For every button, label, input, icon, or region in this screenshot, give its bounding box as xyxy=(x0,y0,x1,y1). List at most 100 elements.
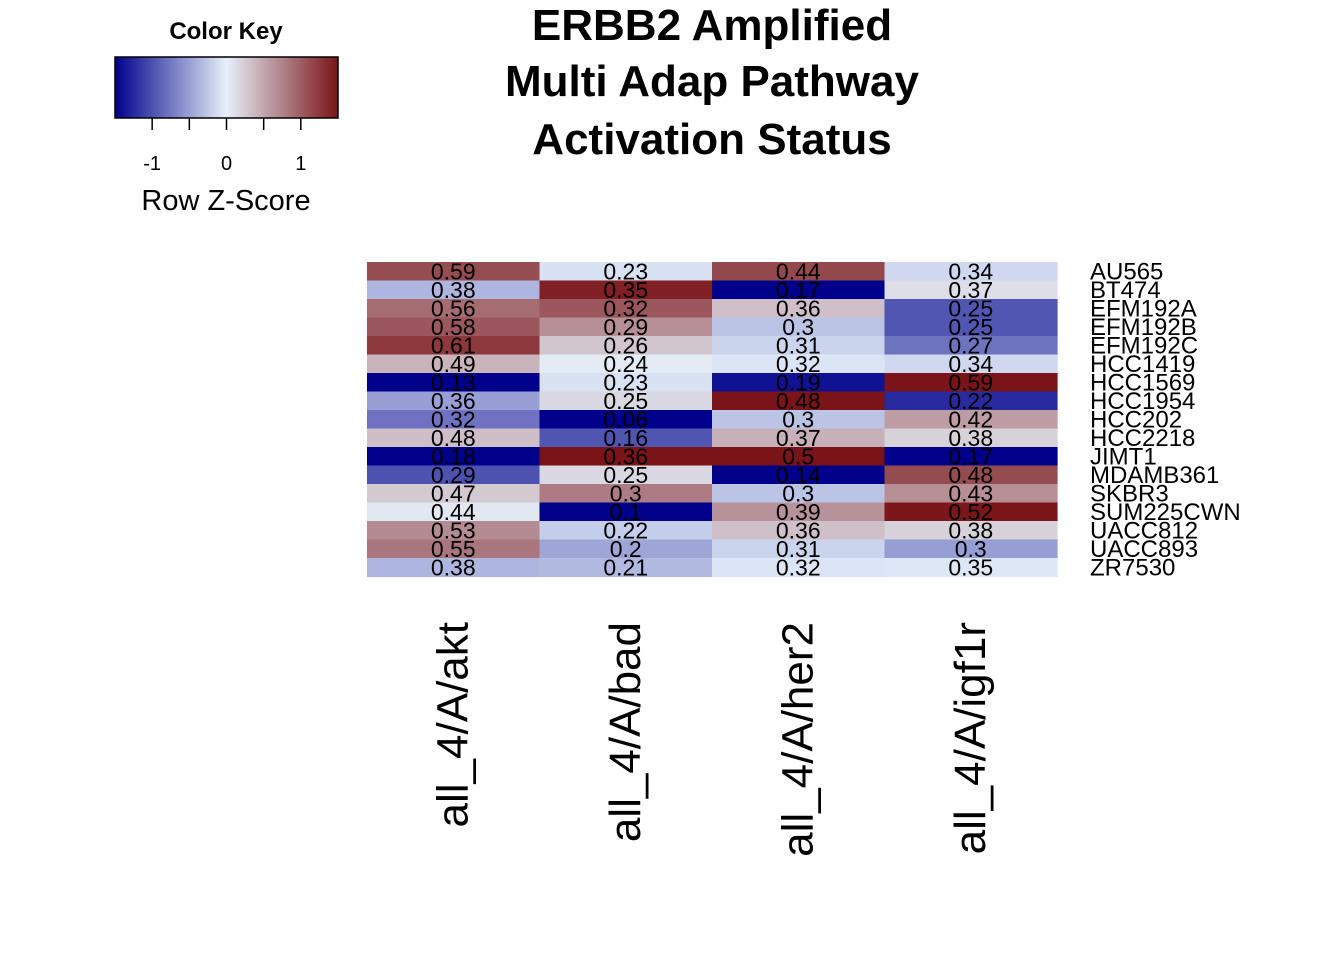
color-key-ticks: -1 0 1 xyxy=(143,118,306,175)
heatmap-row-labels: AU565BT474EFM192AEFM192BEFM192CHCC1419HC… xyxy=(1090,259,1241,582)
column-label: all_4/A/bad xyxy=(601,622,650,842)
heatmap-cell xyxy=(884,262,1058,282)
row-label: BT474 xyxy=(1090,277,1161,304)
heatmap-cell xyxy=(367,410,541,430)
heatmap-cell xyxy=(712,299,886,319)
cell-value-label: 0.58 xyxy=(431,314,476,340)
heatmap-cell xyxy=(367,521,541,541)
heatmap-cell xyxy=(712,484,886,504)
heatmap-cell xyxy=(884,521,1058,541)
cell-value-label: 0.1 xyxy=(610,499,642,525)
row-label: HCC2218 xyxy=(1090,425,1195,452)
cell-value-label: 0.44 xyxy=(776,259,821,285)
cell-value-label: 0.32 xyxy=(776,555,821,581)
heatmap-cell xyxy=(539,465,713,485)
cell-value-label: 0.32 xyxy=(603,296,648,322)
heatmap-cell xyxy=(367,558,541,578)
heatmap-cell xyxy=(712,354,886,374)
chart-title: ERBB2 Amplified Multi Adap Pathway Activ… xyxy=(505,1,919,164)
cell-value-label: 0.3 xyxy=(955,536,987,562)
cell-value-label: 0.52 xyxy=(948,499,993,525)
color-key-tick-label: 1 xyxy=(295,153,306,175)
heatmap-cell xyxy=(539,336,713,356)
cell-value-label: 0.37 xyxy=(776,425,821,451)
heatmap-cell xyxy=(884,410,1058,430)
heatmap-cell xyxy=(367,539,541,559)
heatmap-cell xyxy=(539,299,713,319)
color-key-xlabel: Row Z-Score xyxy=(141,185,310,217)
cell-value-label: 0.36 xyxy=(603,444,648,470)
heatmap-cell xyxy=(712,280,886,300)
row-label: UACC893 xyxy=(1090,536,1198,563)
color-key: Color Key -1 0 1 Row Z-Score xyxy=(114,18,339,217)
heatmap-cell-labels: 0.59 0.23 0.44 0.34 0.38 0.35 0.17 0.37 0.56 0.32… xyxy=(431,259,993,581)
heatmap-cell xyxy=(884,280,1058,300)
heatmap-cell xyxy=(539,428,713,448)
heatmap-cell xyxy=(367,262,541,282)
cell-value-label: 0.16 xyxy=(603,425,648,451)
cell-value-label: 0.38 xyxy=(948,425,993,451)
row-label: JIMT1 xyxy=(1090,444,1157,471)
cell-value-label: 0.32 xyxy=(776,351,821,377)
heatmap-cell xyxy=(712,262,886,282)
heatmap-cells xyxy=(367,262,1058,578)
heatmap-cell xyxy=(884,391,1058,411)
heatmap-cell xyxy=(367,317,541,337)
heatmap-cell xyxy=(884,354,1058,374)
heatmap-cell xyxy=(884,558,1058,578)
chart-title-line-1: ERBB2 Amplified xyxy=(532,1,892,50)
heatmap-cell xyxy=(884,373,1058,393)
cell-value-label: 0.34 xyxy=(948,259,993,285)
cell-value-label: 0.59 xyxy=(948,370,993,396)
heatmap-cell xyxy=(367,391,541,411)
heatmap-cell xyxy=(712,317,886,337)
heatmap-cell xyxy=(712,447,886,467)
heatmap-cell xyxy=(712,336,886,356)
heatmap-cell xyxy=(712,410,886,430)
cell-value-label: 0.39 xyxy=(776,499,821,525)
heatmap-cell xyxy=(539,354,713,374)
heatmap-column-labels: all_4/A/akt all_4/A/bad all_4/A/her2 all_4/… xyxy=(428,622,995,857)
heatmap-cell xyxy=(367,354,541,374)
cell-value-label: 0.5 xyxy=(782,444,814,470)
heatmap-cell xyxy=(712,465,886,485)
cell-value-label: 0.22 xyxy=(603,518,648,544)
heatmap-cell xyxy=(884,447,1058,467)
row-label: HCC202 xyxy=(1090,407,1182,434)
cell-value-label: 0.42 xyxy=(948,407,993,433)
color-key-bar xyxy=(114,56,339,119)
column-label: all_4/A/igf1r xyxy=(946,622,995,854)
cell-value-label: 0.26 xyxy=(603,333,648,359)
heatmap-cell xyxy=(539,317,713,337)
cell-value-label: 0.3 xyxy=(782,481,814,507)
row-label: EFM192B xyxy=(1090,314,1197,341)
cell-value-label: 0.37 xyxy=(948,277,993,303)
cell-value-label: 0.49 xyxy=(431,351,476,377)
heatmap-cell xyxy=(367,280,541,300)
cell-value-label: 0.35 xyxy=(603,277,648,303)
cell-value-label: 0.35 xyxy=(948,555,993,581)
heatmap-cell xyxy=(712,502,886,522)
cell-value-label: 0.27 xyxy=(948,333,993,359)
heatmap-cell xyxy=(539,280,713,300)
cell-value-label: 0.55 xyxy=(431,536,476,562)
heatmap-cell xyxy=(539,502,713,522)
row-label: MDAMB361 xyxy=(1090,462,1219,489)
cell-value-label: 0.38 xyxy=(431,277,476,303)
cell-value-label: 0.25 xyxy=(603,462,648,488)
cell-value-label: 0.34 xyxy=(948,351,993,377)
cell-value-label: 0.29 xyxy=(603,314,648,340)
cell-value-label: 0.25 xyxy=(948,296,993,322)
color-key-tick-label: 0 xyxy=(221,153,232,175)
heatmap-cell xyxy=(539,373,713,393)
cell-value-label: 0.36 xyxy=(431,388,476,414)
heatmap-cell xyxy=(367,428,541,448)
heatmap-cell xyxy=(539,558,713,578)
row-label: EFM192C xyxy=(1090,333,1198,360)
cell-value-label: 0.53 xyxy=(431,518,476,544)
cell-value-label: 0.31 xyxy=(776,333,821,359)
column-label: all_4/A/her2 xyxy=(773,622,822,857)
heatmap-cell xyxy=(367,299,541,319)
chart-title-line-2: Multi Adap Pathway xyxy=(505,57,919,106)
cell-value-label: 0.47 xyxy=(431,481,476,507)
